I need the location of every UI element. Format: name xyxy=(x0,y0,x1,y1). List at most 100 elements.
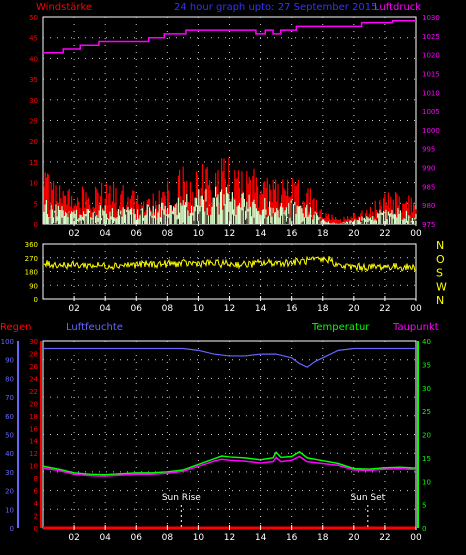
wind-direction-time-axis-tick-label: 00 xyxy=(410,304,422,314)
humidity-axis-tick-label: 30 xyxy=(5,469,14,477)
wind-speed-axis-tick-label: 0 xyxy=(34,221,38,229)
wind-pressure-marks xyxy=(43,20,417,224)
wind-direction-axis: 0 90 180 270 360 xyxy=(25,241,38,304)
humidity-axis-tick-label: 50 xyxy=(5,432,14,440)
wind-pressure-time-axis-tick-label: 02 xyxy=(68,229,79,239)
rain-axis-tick-label: 4 xyxy=(34,500,39,508)
rain-axis-tick-label: 26 xyxy=(29,363,38,371)
wind-direction-time-axis-tick-label: 10 xyxy=(193,304,205,314)
pressure-axis-tick-label: 1010 xyxy=(422,89,440,97)
rain-axis-tick-label: 14 xyxy=(29,438,38,446)
header-left-title: Windstärke xyxy=(36,2,92,13)
wind-pressure-time-axis-tick-label: 16 xyxy=(286,229,298,239)
wind-direction-axis-tick-label: 90 xyxy=(29,282,38,290)
wind-direction-time-axis-tick-label: 04 xyxy=(99,304,111,314)
humidity-label: Luftfeuchte xyxy=(66,322,123,333)
wind-direction-time-axis-tick-label: 02 xyxy=(68,304,79,314)
header-center-title: 24 hour graph upto: 27 September 2015 xyxy=(174,2,378,13)
wind-direction-time-axis: 02 04 06 08 10 12 14 16 18 20 22 00 xyxy=(68,296,422,314)
rain-label: Regen xyxy=(0,322,32,333)
wind-direction-time-axis-tick-label: 12 xyxy=(224,304,235,314)
wind-pressure-time-axis-tick-label: 12 xyxy=(224,229,235,239)
rain-axis-tick-label: 6 xyxy=(34,488,39,496)
humidity-axis-tick-label: 70 xyxy=(5,394,14,402)
rain-axis-tick-label: 16 xyxy=(29,425,38,433)
humidity-temperature-marks: Sun Rise Sun Set xyxy=(42,347,417,530)
rain-axis-tick-label: 22 xyxy=(29,388,38,396)
humidity-axis-tick-label: 40 xyxy=(5,450,14,458)
temperature-label: Temperatur xyxy=(311,322,370,333)
humidity-temperature-time-axis-tick-label: 12 xyxy=(224,533,235,543)
wind-direction-line xyxy=(43,255,416,273)
wind-direction-time-axis-tick-label: 06 xyxy=(131,304,143,314)
wind-speed-axis-tick-label: 35 xyxy=(29,76,38,84)
wind-speed-axis-tick-label: 10 xyxy=(29,180,38,188)
wind-direction-time-axis-tick-label: 20 xyxy=(348,304,360,314)
humidity-axis-tick-label: 0 xyxy=(10,525,14,533)
humidity-temperature-time-axis-tick-label: 02 xyxy=(68,533,79,543)
compass-label: S xyxy=(436,267,443,280)
temperature-axis-tick-label: 35 xyxy=(422,361,431,369)
wind-pressure-time-axis-tick-label: 22 xyxy=(379,229,390,239)
wind-speed-axis-tick-label: 50 xyxy=(29,14,38,22)
humidity-temperature-time-axis-tick-label: 18 xyxy=(317,533,329,543)
pressure-line xyxy=(43,20,416,54)
pressure-axis-tick-label: 1015 xyxy=(422,70,440,78)
temperature-line xyxy=(42,450,417,476)
humidity-temperature-time-axis-tick-label: 14 xyxy=(255,533,267,543)
temperature-axis-tick-label: 10 xyxy=(422,478,431,486)
humidity-axis-tick-label: 20 xyxy=(5,488,14,496)
sun-marker-label: Sun Set xyxy=(350,493,385,503)
wind-direction-axis-tick-label: 360 xyxy=(25,241,38,249)
humidity-axis: 0 10 20 30 40 50 60 70 80 90 100 xyxy=(1,338,19,533)
rain-axis-tick-label: 0 xyxy=(34,525,38,533)
wind-pressure-time-axis-tick-label: 20 xyxy=(348,229,360,239)
temperature-axis-tick-label: 20 xyxy=(422,432,431,440)
wind-direction-time-axis-tick-label: 16 xyxy=(286,304,298,314)
rain-axis-tick-label: 20 xyxy=(29,400,38,408)
wind-pressure-time-axis-tick-label: 18 xyxy=(317,229,329,239)
humidity-temperature-time-axis-tick-label: 04 xyxy=(99,533,111,543)
temperature-axis: 0 5 10 15 20 25 30 35 40 xyxy=(417,338,431,533)
pressure-axis-tick-label: 1030 xyxy=(422,14,440,22)
humidity-temperature-time-axis-tick-label: 16 xyxy=(286,533,298,543)
temperature-axis-tick-label: 15 xyxy=(422,455,431,463)
wind-speed-axis-tick-label: 40 xyxy=(29,55,38,63)
wind-speed-axis: 0 5 10 15 20 25 30 35 40 45 50 xyxy=(29,14,38,229)
wind-pressure-time-axis-tick-label: 04 xyxy=(99,229,111,239)
temperature-axis-tick-label: 40 xyxy=(422,338,431,346)
humidity-temperature-time-axis-tick-label: 10 xyxy=(193,533,205,543)
rain-axis-tick-label: 18 xyxy=(29,413,38,421)
pressure-axis-tick-label: 1000 xyxy=(422,127,440,135)
rain-axis-tick-label: 30 xyxy=(29,338,38,346)
rain-axis-tick-label: 8 xyxy=(34,475,38,483)
wind-speed-axis-tick-label: 5 xyxy=(34,200,38,208)
compass-label: W xyxy=(436,280,447,293)
dewpoint-line xyxy=(42,455,417,477)
pressure-axis-tick-label: 1020 xyxy=(422,52,440,60)
wind-pressure-time-axis-tick-label: 14 xyxy=(255,229,267,239)
pressure-axis: 975 980 985 990 995 1000 1005 1010 1015 1020 1025 1… xyxy=(422,14,440,229)
pressure-axis-tick-label: 985 xyxy=(422,183,435,191)
humidity-axis-tick-label: 100 xyxy=(1,338,14,346)
dewpoint-label: Taupunkt xyxy=(392,322,439,333)
humidity-temperature-time-axis-tick-label: 06 xyxy=(131,533,143,543)
humidity-axis-tick-label: 90 xyxy=(5,357,14,365)
humidity-axis-tick-label: 80 xyxy=(5,375,14,383)
wind-speed-axis-tick-label: 45 xyxy=(29,35,38,43)
pressure-axis-tick-label: 1005 xyxy=(422,108,440,116)
wind-direction-plot-frame xyxy=(42,243,417,300)
temperature-axis-tick-label: 5 xyxy=(422,502,426,510)
wind-speed-axis-tick-label: 30 xyxy=(29,97,38,105)
wind-direction-time-axis-tick-label: 22 xyxy=(379,304,390,314)
wind-direction-time-axis-tick-label: 14 xyxy=(255,304,267,314)
humidity-temperature-time-axis-tick-label: 20 xyxy=(348,533,360,543)
wind-direction-axis-tick-label: 270 xyxy=(25,255,38,263)
humidity-line xyxy=(43,347,416,368)
wind-speed-axis-tick-label: 20 xyxy=(29,138,38,146)
